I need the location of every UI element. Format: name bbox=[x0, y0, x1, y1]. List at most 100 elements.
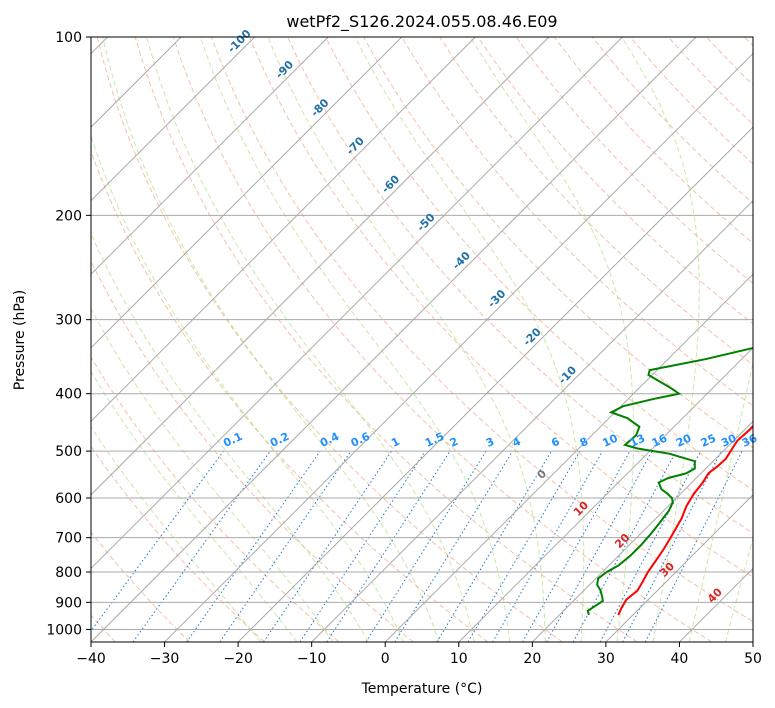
mixing-ratio-label: 10 bbox=[600, 431, 620, 449]
dewpoint-profile-line bbox=[586, 346, 753, 616]
mixing-ratio-line bbox=[91, 450, 224, 632]
dry-adiabat-line bbox=[705, 37, 753, 86]
isotherm-label: -90 bbox=[273, 58, 296, 81]
moist-adiabat-line bbox=[146, 37, 475, 642]
dry-adiabat-line bbox=[96, 37, 563, 642]
dry-adiabat-line bbox=[591, 37, 753, 204]
mixing-ratio-line bbox=[186, 450, 321, 642]
moist-adiabat-line bbox=[469, 37, 635, 642]
isotherm-label: -50 bbox=[414, 211, 437, 234]
isotherm-label: 30 bbox=[657, 559, 677, 579]
dry-adiabat-line bbox=[134, 37, 638, 642]
mixing-ratio-line bbox=[263, 450, 392, 642]
dry-adiabat-line bbox=[172, 37, 713, 642]
mixing-ratio-line bbox=[219, 450, 352, 642]
x-tick-label: 50 bbox=[744, 651, 762, 667]
dry-adiabat-line bbox=[248, 37, 753, 578]
moist-adiabat-line bbox=[725, 536, 753, 642]
y-tick-label: 400 bbox=[55, 387, 82, 403]
x-tick-label: −40 bbox=[76, 651, 106, 667]
y-tick-label: 500 bbox=[55, 444, 82, 460]
moist-adiabat-line bbox=[91, 134, 405, 642]
mixing-ratio-line bbox=[492, 450, 604, 642]
moist-adiabat-line bbox=[688, 360, 753, 642]
mixing-ratio-line bbox=[365, 450, 487, 642]
isotherm-line bbox=[679, 567, 753, 642]
mixing-ratio-line bbox=[522, 450, 631, 642]
mixing-ratio-label: 16 bbox=[650, 431, 670, 449]
dry-adiabat-line bbox=[363, 37, 753, 449]
plot-frame bbox=[90, 36, 754, 643]
y-tick-label: 100 bbox=[55, 30, 82, 46]
dry-adiabat-line bbox=[210, 37, 753, 623]
x-tick-label: −30 bbox=[150, 651, 180, 667]
mixing-ratio-label: 30 bbox=[719, 431, 739, 449]
mixing-ratio-label: 0.2 bbox=[268, 430, 291, 450]
dry-adiabat-line bbox=[91, 259, 414, 642]
mixing-ratio-line bbox=[622, 450, 722, 642]
y-axis-title: Pressure (hPa) bbox=[12, 290, 28, 390]
mixing-ratio-label: 25 bbox=[699, 432, 718, 450]
temperature-profile-line bbox=[617, 424, 753, 616]
isotherm-line bbox=[237, 126, 753, 642]
mixing-ratio-line bbox=[546, 450, 653, 642]
isotherm-label: -60 bbox=[379, 172, 402, 195]
dry-adiabat-line bbox=[91, 150, 489, 642]
isotherm-label: -10 bbox=[556, 363, 579, 386]
isotherm-label: -70 bbox=[344, 134, 367, 157]
dry-adiabat-line bbox=[325, 37, 753, 491]
isotherm-line bbox=[91, 37, 623, 570]
mixing-ratio-label: 0.6 bbox=[349, 430, 372, 450]
isotherm-line bbox=[91, 37, 550, 496]
mixing-ratio-line bbox=[326, 450, 451, 642]
x-tick-label: −10 bbox=[297, 651, 327, 667]
mixing-ratio-line bbox=[599, 450, 702, 642]
isotherm-label: 20 bbox=[612, 531, 632, 551]
isotherm-label: -40 bbox=[450, 249, 473, 272]
dry-adiabat-line bbox=[91, 445, 265, 642]
dry-adiabat-line bbox=[439, 37, 753, 366]
mixing-ratio-label: 1 bbox=[389, 435, 401, 450]
moist-adiabat-line bbox=[267, 37, 546, 642]
y-tick-label: 200 bbox=[55, 208, 82, 224]
x-tick-label: 20 bbox=[523, 651, 541, 667]
dry-adiabat-line bbox=[553, 37, 753, 244]
mixing-ratio-label: 2 bbox=[448, 435, 460, 450]
chart-title: wetPf2_S126.2024.055.08.46.E09 bbox=[286, 12, 557, 32]
isotherm-label: -20 bbox=[521, 325, 544, 348]
y-tick-label: 1000 bbox=[46, 622, 82, 638]
isotherm-label: 10 bbox=[571, 498, 591, 518]
dry-adiabat-line bbox=[401, 37, 753, 407]
moist-adiabat-line bbox=[354, 37, 585, 642]
moist-adiabat-line bbox=[91, 232, 369, 642]
y-tick-label: 300 bbox=[55, 313, 82, 329]
y-tick-label: 800 bbox=[55, 565, 82, 581]
isotherm-line bbox=[91, 37, 697, 642]
mixing-ratio-line bbox=[644, 450, 743, 642]
moist-adiabat-line bbox=[621, 37, 700, 642]
dry-adiabat-line bbox=[667, 37, 753, 126]
y-tick-label: 700 bbox=[55, 531, 82, 547]
moist-adiabat-line bbox=[91, 307, 334, 642]
isotherm-label: -80 bbox=[308, 96, 331, 119]
moist-adiabat-line bbox=[91, 426, 262, 642]
dry-adiabat-line bbox=[91, 356, 340, 642]
x-tick-label: −20 bbox=[223, 651, 253, 667]
mixing-ratio-label: 20 bbox=[674, 431, 694, 449]
mixing-ratio-label: 0.1 bbox=[221, 430, 244, 450]
mixing-ratio-line bbox=[467, 450, 581, 642]
isotherm-line bbox=[91, 37, 476, 423]
isotherm-line bbox=[605, 494, 753, 642]
x-tick-label: 10 bbox=[450, 651, 468, 667]
x-axis-title: Temperature (°C) bbox=[361, 681, 483, 697]
isotherm-label: -100 bbox=[225, 27, 254, 56]
dry-adiabat-line bbox=[515, 37, 753, 284]
x-tick-label: 40 bbox=[671, 651, 689, 667]
isotherm-line bbox=[531, 420, 753, 642]
mixing-ratio-line bbox=[436, 450, 552, 642]
isotherm-line bbox=[91, 37, 403, 349]
isotherm-line bbox=[311, 199, 753, 642]
mixing-ratio-label: 36 bbox=[740, 431, 760, 449]
isotherm-line bbox=[164, 52, 753, 642]
